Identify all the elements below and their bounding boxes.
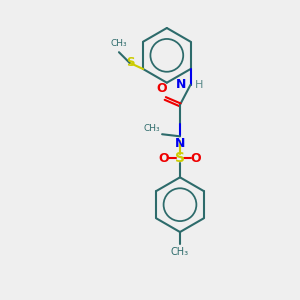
- Text: O: O: [191, 152, 202, 165]
- Text: CH₃: CH₃: [143, 124, 160, 133]
- Text: O: O: [156, 82, 167, 95]
- Text: CH₃: CH₃: [171, 248, 189, 257]
- Text: N: N: [176, 78, 187, 91]
- Text: S: S: [126, 56, 134, 69]
- Text: CH₃: CH₃: [111, 39, 127, 48]
- Text: N: N: [175, 137, 185, 150]
- Text: O: O: [158, 152, 169, 165]
- Text: H: H: [195, 80, 203, 90]
- Text: S: S: [175, 152, 185, 165]
